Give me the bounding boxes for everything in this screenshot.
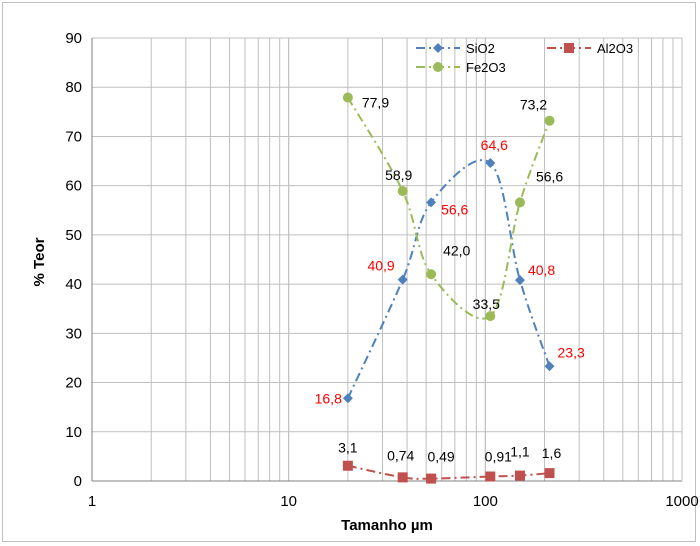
legend-label-al2o3: Al2O3 <box>597 41 633 56</box>
data-label-sio2: 16,8 <box>315 390 342 406</box>
data-label-sio2: 56,6 <box>441 201 468 217</box>
y-tick-label: 70 <box>65 128 82 145</box>
data-point-sio2 <box>544 361 555 372</box>
legend-label-sio2: SiO2 <box>466 41 495 56</box>
data-point-fe2o3 <box>426 269 437 280</box>
data-label-al2o3: 0,74 <box>387 447 414 463</box>
x-tick-label: 1 <box>88 493 96 510</box>
data-point-sio2 <box>426 197 437 208</box>
y-tick-label: 40 <box>65 276 82 293</box>
data-point-fe2o3 <box>342 92 353 103</box>
data-label-fe2o3: 33,5 <box>473 296 500 312</box>
data-point-al2o3 <box>342 460 353 471</box>
y-tick-label: 0 <box>74 473 82 490</box>
x-tick-label: 100 <box>473 493 498 510</box>
data-label-al2o3: 1,1 <box>510 444 530 460</box>
data-label-al2o3: 0,91 <box>485 449 512 465</box>
data-label-sio2: 40,8 <box>528 262 555 278</box>
y-tick-label: 50 <box>65 227 82 244</box>
data-label-fe2o3: 56,6 <box>536 168 563 184</box>
data-point-sio2 <box>342 393 353 404</box>
data-point-sio2 <box>514 275 525 286</box>
data-point-sio2 <box>397 274 408 285</box>
data-point-al2o3 <box>397 472 408 483</box>
data-label-layer: 16,8 40,9 56,6 64,6 40,8 23,3 77,9 58,9 42,0 33,5… <box>315 95 585 465</box>
data-point-fe2o3 <box>514 197 525 208</box>
x-tick-label: 1000 <box>665 493 698 510</box>
legend-marker-al2o3 <box>564 43 574 53</box>
y-tick-label: 90 <box>65 30 82 47</box>
data-label-fe2o3: 77,9 <box>362 95 389 111</box>
legend-marker-fe2o3 <box>433 62 443 72</box>
data-label-fe2o3: 58,9 <box>385 167 412 183</box>
data-label-fe2o3: 42,0 <box>443 242 470 258</box>
data-label-sio2: 23,3 <box>558 344 585 360</box>
series-layer <box>342 92 555 484</box>
data-label-al2o3: 3,1 <box>338 440 358 456</box>
data-label-al2o3: 1,6 <box>542 445 562 461</box>
data-point-fe2o3 <box>544 115 555 126</box>
data-point-al2o3 <box>426 473 437 484</box>
y-tick-label: 30 <box>65 325 82 342</box>
legend: SiO2 Fe2O3 Al2O3 <box>416 41 633 75</box>
data-point-al2o3 <box>544 468 555 479</box>
legend-label-fe2o3: Fe2O3 <box>466 60 506 75</box>
y-tick-label: 10 <box>65 424 82 441</box>
legend-marker-sio2 <box>433 43 443 53</box>
data-label-sio2: 64,6 <box>481 137 508 153</box>
data-point-al2o3 <box>514 470 525 481</box>
y-tick-label: 20 <box>65 375 82 392</box>
y-tick-label: 60 <box>65 178 82 195</box>
data-point-fe2o3 <box>397 186 408 197</box>
data-point-sio2 <box>485 158 496 169</box>
data-label-al2o3: 0,49 <box>427 449 454 465</box>
y-axis-title: % Teor <box>31 237 48 286</box>
x-tick-label: 10 <box>280 493 297 510</box>
data-label-sio2: 40,9 <box>367 258 394 274</box>
y-tick-label: 80 <box>65 79 82 96</box>
data-point-fe2o3 <box>485 311 496 322</box>
x-axis-title: Tamanho µm <box>341 517 433 534</box>
data-label-fe2o3: 73,2 <box>520 97 547 113</box>
axis-layer: 0 10 20 30 40 50 60 70 80 90 1 10 100 1000 <box>65 30 698 510</box>
data-point-al2o3 <box>485 471 496 482</box>
